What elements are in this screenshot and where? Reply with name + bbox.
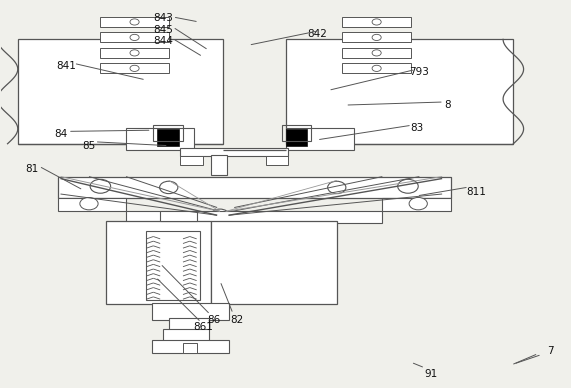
Bar [58, 198, 126, 211]
Bar [100, 32, 168, 42]
Bar [106, 221, 211, 304]
Bar [282, 125, 311, 140]
Circle shape [130, 19, 139, 25]
Bar [266, 156, 288, 165]
Bar [126, 211, 383, 223]
Text: 793: 793 [409, 67, 429, 77]
Circle shape [409, 197, 427, 210]
Circle shape [372, 65, 381, 71]
Bar [100, 48, 168, 58]
Text: 811: 811 [467, 187, 486, 197]
Circle shape [90, 179, 111, 193]
Bar [343, 17, 411, 27]
Circle shape [130, 50, 139, 56]
Bar [291, 130, 348, 148]
Circle shape [372, 50, 381, 56]
Bar [163, 329, 208, 341]
Circle shape [130, 65, 139, 71]
Bar [18, 39, 223, 144]
Circle shape [372, 34, 381, 40]
Text: 861: 861 [193, 322, 213, 333]
Circle shape [372, 19, 381, 25]
Circle shape [398, 179, 418, 193]
Bar [58, 177, 451, 198]
Bar [132, 130, 188, 148]
Bar [100, 63, 168, 73]
Text: 84: 84 [54, 129, 67, 139]
Text: 81: 81 [25, 164, 39, 174]
Circle shape [80, 197, 98, 210]
Bar [286, 39, 513, 144]
Circle shape [130, 34, 139, 40]
Text: 842: 842 [307, 29, 327, 38]
Text: 843: 843 [153, 13, 173, 23]
Text: 82: 82 [231, 315, 244, 325]
Bar [152, 340, 228, 353]
Bar [146, 231, 200, 300]
Circle shape [211, 209, 229, 222]
Bar [211, 221, 337, 304]
Text: 841: 841 [57, 61, 76, 71]
Bar [154, 125, 183, 140]
Circle shape [328, 181, 346, 194]
Text: 85: 85 [82, 141, 95, 151]
Bar [168, 319, 208, 330]
Text: 8: 8 [445, 100, 451, 110]
Text: 86: 86 [208, 315, 221, 325]
Bar [286, 128, 354, 149]
Bar [183, 343, 197, 353]
Bar [286, 130, 307, 146]
Bar [158, 130, 179, 146]
Bar [343, 32, 411, 42]
Text: 845: 845 [153, 25, 173, 35]
Text: 844: 844 [153, 36, 173, 46]
Bar [180, 156, 203, 165]
Bar [211, 155, 227, 175]
Bar [180, 147, 288, 156]
Text: 91: 91 [424, 369, 437, 379]
Text: 7: 7 [547, 346, 554, 355]
Bar [343, 48, 411, 58]
Bar [126, 128, 194, 149]
Bar [160, 211, 197, 221]
Circle shape [160, 181, 178, 194]
Bar [383, 198, 451, 211]
Bar [100, 17, 168, 27]
Bar [152, 303, 228, 320]
Text: 83: 83 [410, 123, 423, 133]
Bar [343, 63, 411, 73]
